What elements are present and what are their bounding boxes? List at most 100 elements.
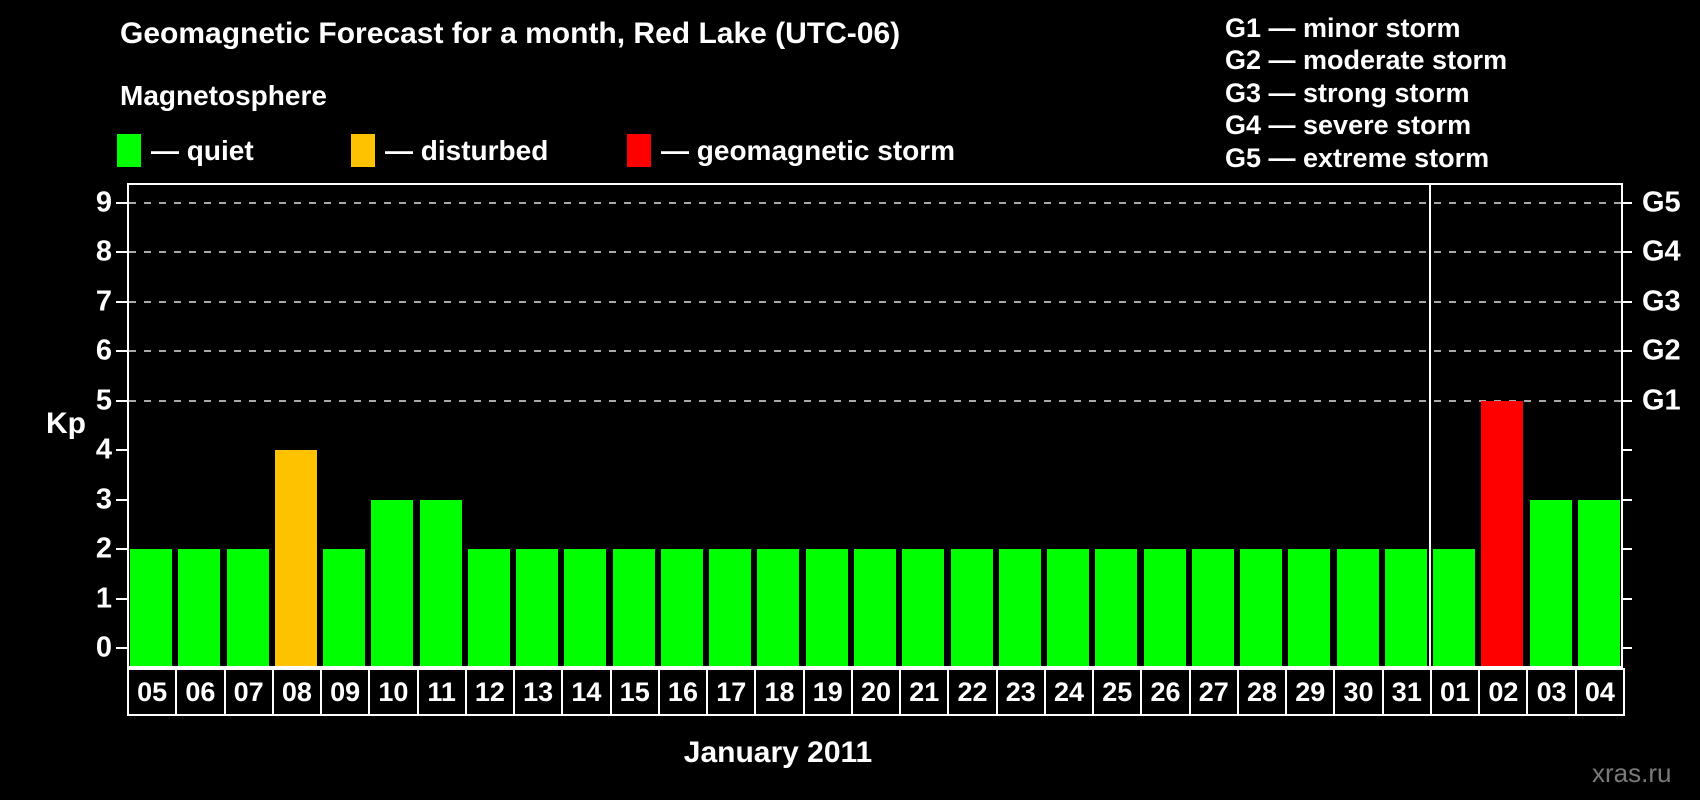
kp-bar-04 <box>1577 499 1620 666</box>
kp-bar-31 <box>1384 549 1427 666</box>
legend-label-quiet: — quiet <box>151 134 254 166</box>
kp-bar-19 <box>805 549 848 666</box>
day-label-10: 10 <box>368 668 419 716</box>
day-label-17: 17 <box>706 668 757 716</box>
g-scale-legend-item-g2: G2 — moderate storm <box>1225 45 1508 76</box>
kp-bar-23 <box>998 549 1041 666</box>
kp-bar-30 <box>1336 549 1379 666</box>
y-tick-label-1: 1 <box>95 582 112 615</box>
day-label-31: 31 <box>1381 668 1432 716</box>
day-label-04: 04 <box>1574 668 1625 716</box>
legend-label-disturbed: — disturbed <box>385 134 549 166</box>
kp-bar-03 <box>1529 499 1572 666</box>
kp-bar-27 <box>1191 549 1234 666</box>
kp-bar-22 <box>950 549 993 666</box>
page-title: Geomagnetic Forecast for a month, Red La… <box>120 17 901 50</box>
right-axis-label-g4: G4 <box>1642 235 1681 268</box>
y-tick-right-4 <box>1621 449 1632 452</box>
kp-bar-18 <box>757 549 800 666</box>
kp-bar-25 <box>1095 549 1138 666</box>
y-tick-left-4 <box>116 449 127 452</box>
day-label-03: 03 <box>1526 668 1577 716</box>
day-label-30: 30 <box>1333 668 1384 716</box>
y-tick-right-2 <box>1621 548 1632 551</box>
kp-bar-28 <box>1240 549 1283 666</box>
y-tick-left-5 <box>116 399 127 402</box>
y-tick-left-6 <box>116 350 127 353</box>
legend-item-quiet: — quiet <box>117 134 254 167</box>
legend-label-storm: — geomagnetic storm <box>661 134 956 166</box>
y-tick-label-8: 8 <box>95 235 112 268</box>
right-axis-label-g1: G1 <box>1642 384 1681 417</box>
kp-bar-05 <box>130 549 173 666</box>
y-tick-label-2: 2 <box>95 532 112 565</box>
day-label-09: 09 <box>320 668 371 716</box>
right-axis-label-g5: G5 <box>1642 186 1681 219</box>
y-tick-right-1 <box>1621 597 1632 600</box>
day-label-20: 20 <box>850 668 902 716</box>
y-tick-label-5: 5 <box>95 384 112 417</box>
y-tick-right-9 <box>1621 201 1632 204</box>
magnetosphere-label: Magnetosphere <box>120 80 327 111</box>
y-tick-right-0 <box>1621 647 1632 650</box>
y-tick-label-6: 6 <box>95 334 112 367</box>
day-label-15: 15 <box>609 668 660 716</box>
legend-item-storm: — geomagnetic storm <box>627 134 955 167</box>
day-label-02: 02 <box>1478 668 1529 716</box>
y-tick-right-5 <box>1621 399 1632 402</box>
kp-bar-17 <box>709 549 752 666</box>
kp-bar-20 <box>854 549 896 666</box>
x-axis-title: January 2011 <box>683 736 873 769</box>
y-tick-right-6 <box>1621 350 1632 353</box>
day-label-06: 06 <box>175 668 226 716</box>
kp-bar-26 <box>1143 549 1186 666</box>
kp-bar-12 <box>467 549 510 666</box>
g-scale-legend-item-g5: G5 — extreme storm <box>1225 142 1490 173</box>
right-axis-label-g3: G3 <box>1642 285 1681 318</box>
kp-bar-15 <box>612 549 655 666</box>
day-label-01: 01 <box>1429 668 1481 716</box>
y-tick-left-9 <box>116 201 127 204</box>
watermark: xras.ru <box>1592 758 1672 788</box>
y-tick-left-2 <box>116 548 127 551</box>
day-label-12: 12 <box>464 668 516 716</box>
legend-item-disturbed: — disturbed <box>351 134 548 167</box>
kp-bar-02 <box>1481 400 1524 666</box>
day-label-22: 22 <box>947 668 998 716</box>
y-tick-left-8 <box>116 251 127 254</box>
kp-bar-24 <box>1047 549 1090 666</box>
day-label-19: 19 <box>802 668 853 716</box>
y-tick-label-0: 0 <box>95 631 112 664</box>
gridline-kp5 <box>129 399 1621 402</box>
day-label-13: 13 <box>513 668 564 716</box>
day-label-28: 28 <box>1236 668 1288 716</box>
y-tick-right-8 <box>1621 251 1632 254</box>
kp-bar-14 <box>564 549 607 666</box>
day-label-26: 26 <box>1140 668 1191 716</box>
y-tick-label-3: 3 <box>95 483 112 516</box>
kp-bar-11 <box>419 499 462 666</box>
y-tick-left-7 <box>116 300 127 303</box>
g-scale-legend-item-g4: G4 — severe storm <box>1225 110 1472 141</box>
y-tick-right-7 <box>1621 300 1632 303</box>
month-separator-line <box>1428 183 1431 668</box>
kp-bar-29 <box>1288 549 1331 666</box>
y-tick-left-1 <box>116 597 127 600</box>
day-label-23: 23 <box>995 668 1046 716</box>
day-label-07: 07 <box>223 668 274 716</box>
y-axis-title: Kp <box>46 407 86 440</box>
day-label-24: 24 <box>1043 668 1095 716</box>
gridline-kp9 <box>129 201 1621 204</box>
kp-bar-13 <box>516 549 559 666</box>
day-label-29: 29 <box>1285 668 1336 716</box>
day-label-21: 21 <box>899 668 950 716</box>
day-label-11: 11 <box>416 668 467 716</box>
kp-bar-08 <box>274 450 317 666</box>
kp-bar-01 <box>1433 549 1476 666</box>
y-tick-left-3 <box>116 498 127 501</box>
day-label-25: 25 <box>1092 668 1143 716</box>
disturbed-swatch-icon <box>351 134 375 167</box>
gridline-kp7 <box>129 300 1621 303</box>
quiet-swatch-icon <box>117 134 141 167</box>
